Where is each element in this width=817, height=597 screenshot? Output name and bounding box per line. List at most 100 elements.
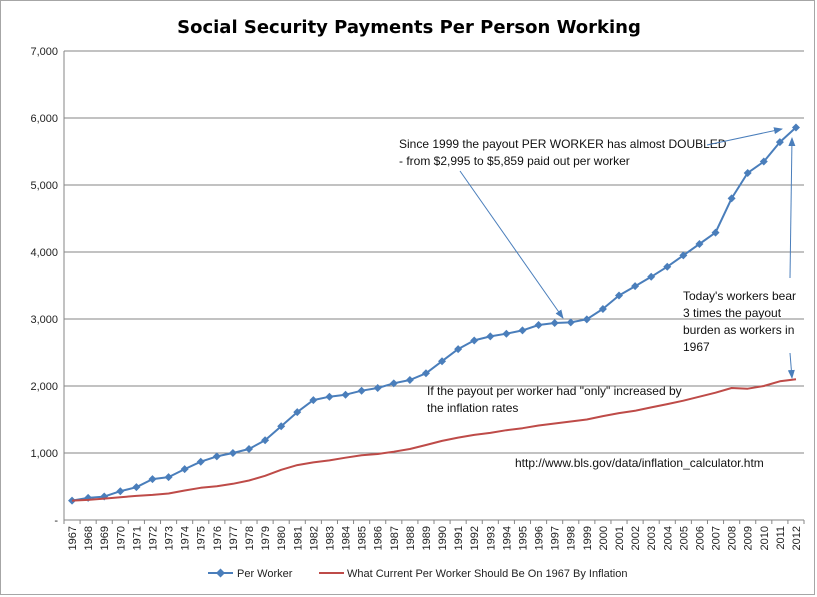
series-line-0 [71,126,797,502]
data-point-per-worker-1994 [502,329,511,338]
data-point-per-worker-1990 [438,357,447,366]
x-tick-label: 1983 [324,526,336,550]
x-tick-label: 1967 [67,526,79,550]
annotation-burden-line1: Today's workers bear [683,289,796,303]
data-point-per-worker-2003 [647,272,656,281]
x-tick-label: 1998 [566,526,578,550]
x-tick-label: 1984 [341,526,353,550]
x-tick-label: 1995 [517,526,529,550]
data-point-per-worker-1986 [373,384,382,393]
arrow-up-to-per-worker [788,137,796,279]
y-tick-label: 5,000 [30,180,58,192]
x-tick-label: 2011 [775,526,787,550]
y-tick-label: 2,000 [30,381,58,393]
data-point-per-worker-2001 [615,291,623,300]
x-tick-label: 1992 [469,526,481,550]
data-point-per-worker-2009 [743,168,752,177]
x-tick-label: 1973 [164,526,176,550]
data-point-per-worker-2012 [791,123,800,132]
series-layer [68,123,800,505]
x-tick-label: 1987 [389,526,401,550]
data-point-per-worker-1984 [341,390,350,399]
x-tick-label: 2007 [711,526,723,550]
data-point-per-worker-2005 [679,251,688,260]
x-tick-label: 2010 [759,526,771,550]
annotation-burden-line4: 1967 [683,340,710,354]
x-tick-label: 1991 [453,526,465,550]
x-tick-label: 1975 [196,526,208,550]
data-point-per-worker-1999 [582,315,591,324]
legend-marker-per-worker [216,568,225,578]
data-point-per-worker-1987 [389,379,398,388]
x-tick-label: 1999 [582,526,594,550]
data-point-per-worker-1975 [196,457,205,466]
x-tick-label: 1979 [260,526,272,550]
data-point-per-worker-1972 [148,475,157,484]
x-tick-label: 2002 [630,526,642,550]
data-point-per-worker-1998 [566,318,575,327]
gridlines [64,50,804,454]
x-tick-label: 1971 [131,526,143,550]
x-tick-label: 2006 [694,526,706,550]
x-tick-label: 1997 [550,526,562,550]
arrow-down-to-inflation [787,352,795,379]
x-tick-label: 2005 [678,526,690,550]
annotation-source-url: http://www.bls.gov/data/inflation_calcul… [515,456,764,470]
y-tick-label: 4,000 [30,247,58,259]
data-point-per-worker-2010 [759,157,768,166]
data-point-per-worker-1979 [261,436,270,445]
data-point-per-worker-2011 [775,138,784,147]
data-point-per-worker-2006 [695,239,704,248]
x-tick-label: 1976 [212,526,224,550]
legend-label-inflation: What Current Per Worker Should Be On 196… [347,568,627,580]
x-tick-label: 1988 [405,526,417,550]
data-point-per-worker-1996 [534,321,543,330]
x-tick-label: 2001 [614,526,626,550]
data-point-per-worker-1983 [325,392,334,401]
x-tick-label: 1994 [501,526,513,550]
x-tick-label: 1989 [421,526,433,550]
x-tick-label: 1981 [292,526,304,550]
y-tick-label: 7,000 [30,46,58,58]
x-tick-label: 2009 [743,526,755,550]
data-point-per-worker-2000 [598,304,607,313]
data-point-per-worker-1973 [164,473,173,482]
arrow-to-1999-value [459,170,564,319]
y-tick-label: 3,000 [30,314,58,326]
y-tick-label: - [54,515,58,527]
data-point-per-worker-1997 [550,319,559,328]
data-point-per-worker-1993 [486,332,495,341]
series-line-1 [71,378,797,502]
y-tick-label: 1,000 [30,448,58,460]
data-point-per-worker-1976 [212,452,221,461]
x-tick-label: 2004 [662,526,674,550]
x-axis-ticks: 1967 1968 1969 1970 1971 1972 1973 1974 1975 1976… [63,520,805,550]
data-point-per-worker-2004 [663,262,672,271]
data-point-per-worker-1974 [180,465,189,474]
data-point-per-worker-1995 [518,326,527,335]
data-point-per-worker-1978 [245,444,253,453]
x-tick-label: 1996 [534,526,546,550]
annotation-doubled-line1: Since 1999 the payout PER WORKER has alm… [399,137,727,151]
x-tick-label: 1977 [228,526,240,550]
annotation-inflation-line2: the inflation rates [427,401,518,415]
x-tick-label: 1969 [99,526,111,550]
data-point-per-worker-2008 [727,194,736,203]
annotation-inflation-line1: If the payout per worker had "only" incr… [427,384,682,398]
x-tick-label: 1968 [83,526,95,550]
data-point-per-worker-1992 [470,336,479,345]
y-tick-label: 6,000 [30,113,58,125]
data-point-per-worker-1977 [228,449,237,457]
data-point-per-worker-1985 [357,386,366,395]
data-point-per-worker-1980 [277,422,286,431]
x-tick-label: 1980 [276,526,288,550]
x-tick-label: 2012 [791,526,803,550]
data-point-per-worker-2002 [631,282,640,291]
legend: Per Worker What Current Per Worker Shoul… [208,568,627,580]
annotation-burden-line2: 3 times the payout [683,306,782,320]
annotation-doubled-line2: - from $2,995 to $5,859 paid out per wor… [399,154,630,168]
x-tick-label: 1970 [115,526,127,550]
arrow-to-2012-value [706,127,783,146]
